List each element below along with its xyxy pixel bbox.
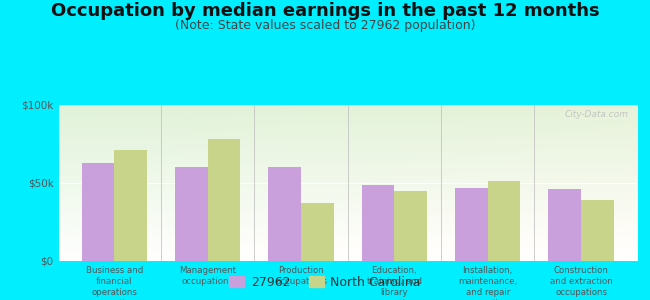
Text: (Note: State values scaled to 27962 population): (Note: State values scaled to 27962 popu… — [175, 20, 475, 32]
Bar — [455, 188, 488, 261]
Bar — [549, 189, 581, 261]
Bar — [362, 184, 395, 261]
Bar — [395, 191, 427, 261]
Legend: 27962, North Carolina: 27962, North Carolina — [224, 271, 426, 294]
Bar — [488, 182, 521, 261]
Bar — [175, 167, 208, 261]
Bar — [301, 203, 333, 261]
Bar — [268, 167, 301, 261]
Text: City-Data.com: City-Data.com — [564, 110, 629, 119]
Bar — [82, 163, 114, 261]
Bar — [208, 139, 240, 261]
Bar — [114, 150, 147, 261]
Text: Occupation by median earnings in the past 12 months: Occupation by median earnings in the pas… — [51, 2, 599, 20]
Bar — [581, 200, 614, 261]
